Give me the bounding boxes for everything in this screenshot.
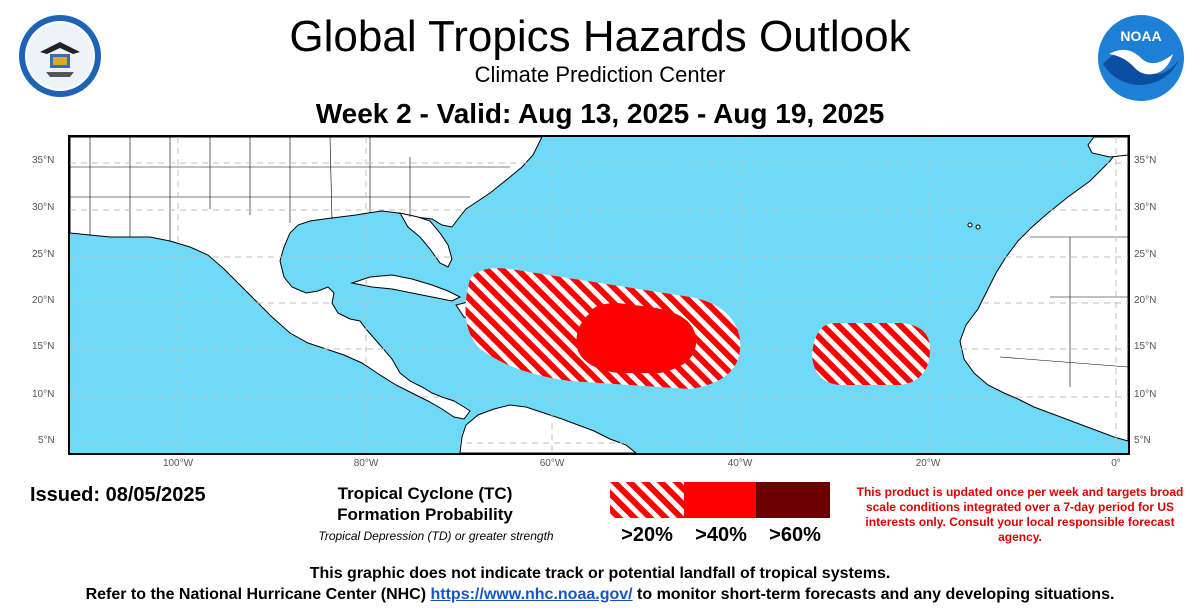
lat-label-left: 15°N	[32, 341, 55, 352]
footer-nhc-reference: Refer to the National Hurricane Center (…	[0, 586, 1200, 604]
legend-swatch-60	[756, 482, 830, 518]
footer-text-pre: Refer to the National Hurricane Center (…	[85, 586, 431, 603]
legend-label: >40%	[695, 524, 747, 546]
lon-label: 0°	[1111, 458, 1121, 469]
legend-swatches	[610, 482, 830, 518]
lat-label-left: 25°N	[32, 249, 55, 260]
noaa-logo-icon: NOAA	[1098, 15, 1184, 101]
lat-label-right: 5°N	[1134, 435, 1151, 446]
cuba-land	[350, 274, 462, 302]
disclaimer-text: This product is updated once per week an…	[856, 485, 1184, 544]
lat-label-left: 20°N	[32, 295, 55, 306]
hazard-area-eastern-atlantic	[812, 323, 930, 385]
lat-label-right: 25°N	[1134, 249, 1157, 260]
lon-label: 80°W	[353, 458, 379, 469]
lat-label-right: 15°N	[1134, 341, 1157, 352]
noaa-logo-text: NOAA	[1120, 28, 1161, 44]
footer-note: This graphic does not indicate track or …	[309, 565, 891, 582]
lat-label-right: 30°N	[1134, 202, 1157, 213]
commerce-seal-icon	[19, 15, 101, 97]
lon-label: 20°W	[915, 458, 941, 469]
legend-swatch-40	[684, 482, 756, 518]
outlook-map	[68, 135, 1130, 455]
lon-label: 60°W	[539, 458, 565, 469]
lat-label-left: 10°N	[32, 389, 55, 400]
legend-note: Tropical Depression (TD) or greater stre…	[318, 529, 554, 543]
lat-label-right: 10°N	[1134, 389, 1157, 400]
legend-title: Formation Probability	[337, 505, 513, 524]
lat-label-left: 5°N	[38, 435, 55, 446]
legend-label: >60%	[769, 524, 821, 546]
lat-label-left: 30°N	[32, 202, 55, 213]
africa-land	[959, 137, 1128, 442]
legend-label: >20%	[621, 524, 673, 546]
florida-land	[399, 212, 453, 268]
lat-label-right: 35°N	[1134, 155, 1157, 166]
nhc-link[interactable]: https://www.nhc.noaa.gov/	[430, 586, 633, 603]
legend-title: Tropical Cyclone (TC)	[337, 484, 513, 503]
lon-label: 100°W	[162, 458, 194, 469]
hazard-area-central-atlantic-core	[576, 303, 697, 373]
footer-text-post: to monitor short-term forecasts and any …	[632, 586, 1115, 603]
page-title: Global Tropics Hazards Outlook	[289, 12, 911, 61]
page-subtitle: Climate Prediction Center	[474, 62, 726, 87]
lon-label: 40°W	[727, 458, 753, 469]
lat-label-left: 35°N	[32, 155, 55, 166]
issued-date: Issued: 08/05/2025	[30, 484, 206, 506]
iberia-land	[1087, 137, 1128, 158]
valid-period: Week 2 - Valid: Aug 13, 2025 - Aug 19, 2…	[315, 98, 885, 129]
lat-label-right: 20°N	[1134, 295, 1157, 306]
legend-swatch-20	[610, 482, 684, 518]
